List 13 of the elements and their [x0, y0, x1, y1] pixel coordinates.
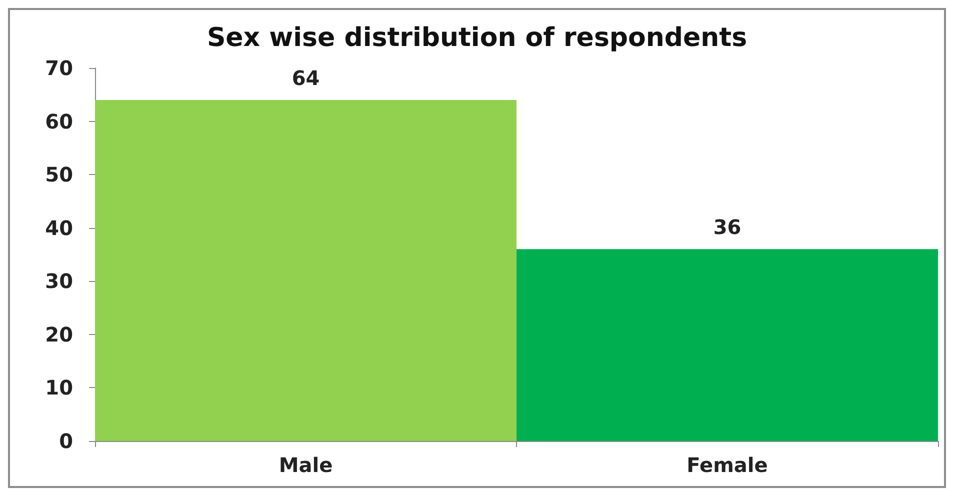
y-tick-label: 40 — [45, 216, 73, 240]
y-tick-label: 30 — [45, 269, 73, 294]
y-tick-label: 10 — [45, 376, 73, 400]
y-tick-label: 70 — [45, 56, 73, 80]
data-label: 64 — [292, 66, 320, 90]
data-label: 36 — [713, 215, 742, 240]
y-tick-label: 0 — [59, 429, 73, 453]
x-tick-label: Male — [278, 453, 333, 477]
y-tick-label: 50 — [45, 162, 73, 187]
y-tick-label: 20 — [45, 322, 73, 346]
x-tick-label: Female — [686, 453, 768, 477]
y-tick-label: 60 — [45, 109, 73, 134]
chart-title: Sex wise distribution of respondents — [206, 23, 748, 53]
